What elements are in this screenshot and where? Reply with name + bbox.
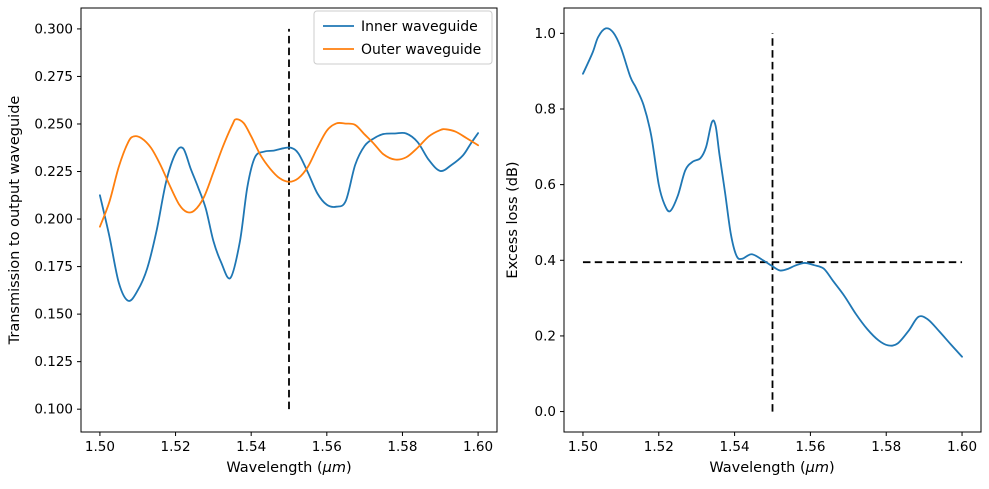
x-tick-label: 1.56: [795, 439, 825, 455]
x-tick-label: 1.60: [463, 439, 493, 455]
x-tick-label: 1.58: [387, 439, 417, 455]
y-tick-label: 0.200: [34, 212, 73, 228]
left-yaxis-label: Transmission to output waveguide: [7, 96, 23, 346]
left-xaxis-label: Wavelength (μm): [226, 460, 351, 476]
x-tick-label: 1.54: [720, 439, 750, 455]
legend-label: Inner waveguide: [361, 19, 478, 35]
y-tick-label: 0.4: [535, 253, 556, 269]
series-outer-waveguide: [99, 118, 479, 228]
y-tick-label: 0.150: [34, 307, 73, 323]
x-tick-label: 1.58: [871, 439, 901, 455]
y-tick-label: 0.0: [535, 404, 556, 420]
axes-frame: [563, 7, 982, 433]
right-subplot: 1.50 1.52 1.54 1.56 1.58 1.60 0.0 0.2 0.4 0.6 0.8 1…: [535, 7, 982, 455]
right-yaxis-label: Excess loss (dB): [505, 161, 521, 278]
y-tick-label: 0.250: [34, 116, 73, 132]
y-tick-label: 0.2: [535, 328, 556, 344]
y-tick-label: 0.225: [34, 164, 73, 180]
right-xaxis-label: Wavelength (μm): [709, 460, 834, 476]
x-tick-label: 1.50: [568, 439, 598, 455]
y-tick-label: 0.275: [34, 69, 73, 85]
legend-label: Outer waveguide: [361, 42, 481, 58]
y-tick-label: 0.125: [34, 354, 73, 370]
series-excess-loss: [582, 27, 963, 358]
axes-frame: [80, 7, 498, 433]
legend-box: [313, 10, 493, 65]
y-tick-label: 0.175: [34, 259, 73, 275]
y-tick-label: 0.6: [535, 177, 556, 193]
y-tick-label: 1.0: [535, 26, 556, 42]
x-tick-label: 1.56: [312, 439, 342, 455]
series-inner-waveguide: [99, 131, 479, 302]
x-tick-label: 1.52: [644, 439, 674, 455]
y-tick-label: 0.300: [34, 21, 73, 37]
x-tick-label: 1.50: [85, 439, 115, 455]
y-tick-label: 0.8: [535, 101, 556, 117]
x-tick-label: 1.52: [161, 439, 191, 455]
left-subplot: 1.50 1.52 1.54 1.56 1.58 1.60 0.100 0.125 0.150 0…: [34, 7, 498, 455]
y-tick-label: 0.100: [34, 402, 73, 418]
x-tick-label: 1.54: [236, 439, 266, 455]
x-tick-label: 1.60: [947, 439, 977, 455]
